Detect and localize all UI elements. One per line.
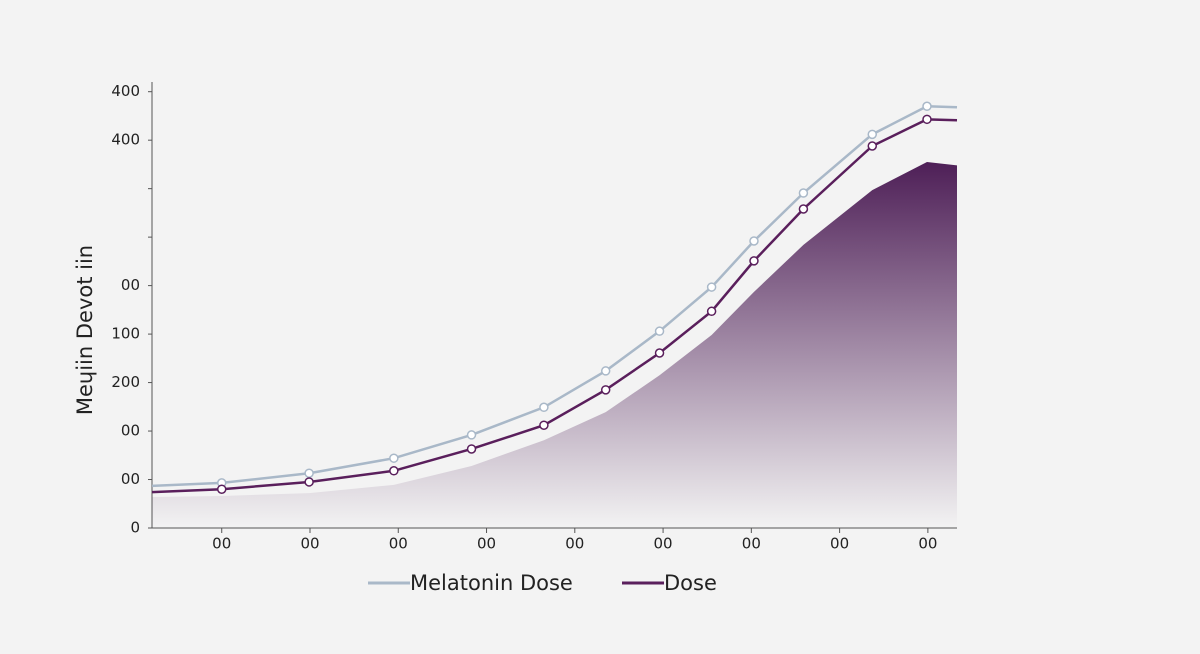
point bbox=[867, 141, 878, 151]
x-tick-label: 00 bbox=[389, 535, 408, 553]
x-tick-label: 00 bbox=[918, 535, 937, 553]
point bbox=[867, 129, 878, 140]
point bbox=[654, 326, 665, 336]
point bbox=[389, 453, 399, 463]
x-tick-label: 00 bbox=[830, 535, 849, 553]
point bbox=[466, 430, 477, 440]
y-tick-label: 00 bbox=[121, 470, 140, 488]
y-tick-label: 400 bbox=[111, 82, 140, 100]
x-tick-label: 00 bbox=[300, 535, 319, 553]
point bbox=[304, 468, 314, 478]
point bbox=[389, 466, 399, 476]
point bbox=[749, 256, 759, 266]
y-tick-label: 00 bbox=[121, 276, 140, 294]
point bbox=[539, 402, 549, 413]
point bbox=[922, 101, 932, 111]
point bbox=[922, 114, 932, 125]
point bbox=[466, 444, 477, 454]
point bbox=[600, 385, 611, 395]
line bbox=[151, 118, 958, 494]
line bbox=[151, 104, 958, 488]
x-tick-label: 00 bbox=[212, 535, 231, 553]
point bbox=[600, 366, 611, 376]
legend-label: Dose bbox=[664, 571, 717, 595]
y-tick-label: 0 bbox=[130, 519, 140, 537]
point bbox=[749, 236, 759, 246]
point bbox=[654, 348, 665, 358]
y-tick-label: 200 bbox=[111, 373, 140, 391]
x-tick-label: 00 bbox=[477, 535, 496, 553]
area bbox=[152, 161, 957, 528]
x-tick-label: 00 bbox=[654, 535, 673, 553]
y-tick-label: 100 bbox=[111, 325, 140, 343]
x-tick-label: 00 bbox=[742, 535, 761, 553]
point bbox=[706, 282, 717, 292]
legend-label: Melatonin Dose bbox=[410, 571, 573, 595]
point bbox=[798, 204, 809, 214]
point bbox=[798, 188, 809, 198]
x-tick-label: 00 bbox=[565, 535, 584, 553]
point bbox=[304, 477, 314, 487]
point bbox=[706, 306, 717, 317]
point bbox=[539, 420, 549, 430]
y-tick-label: 400 bbox=[111, 131, 140, 149]
y-tick-label: 00 bbox=[121, 422, 140, 440]
y-axis-label: Meɥiin Devot iin bbox=[73, 245, 97, 415]
point bbox=[216, 484, 227, 494]
